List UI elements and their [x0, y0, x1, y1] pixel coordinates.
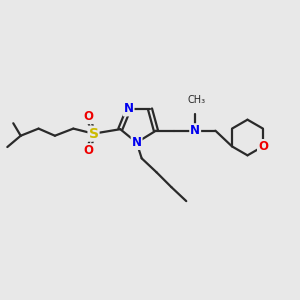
Text: N: N — [190, 124, 200, 137]
Text: S: S — [88, 127, 98, 141]
Text: CH₃: CH₃ — [188, 95, 206, 105]
Text: N: N — [124, 103, 134, 116]
Text: O: O — [83, 110, 93, 123]
Text: O: O — [83, 144, 93, 157]
Text: O: O — [258, 140, 268, 153]
Text: N: N — [132, 136, 142, 149]
